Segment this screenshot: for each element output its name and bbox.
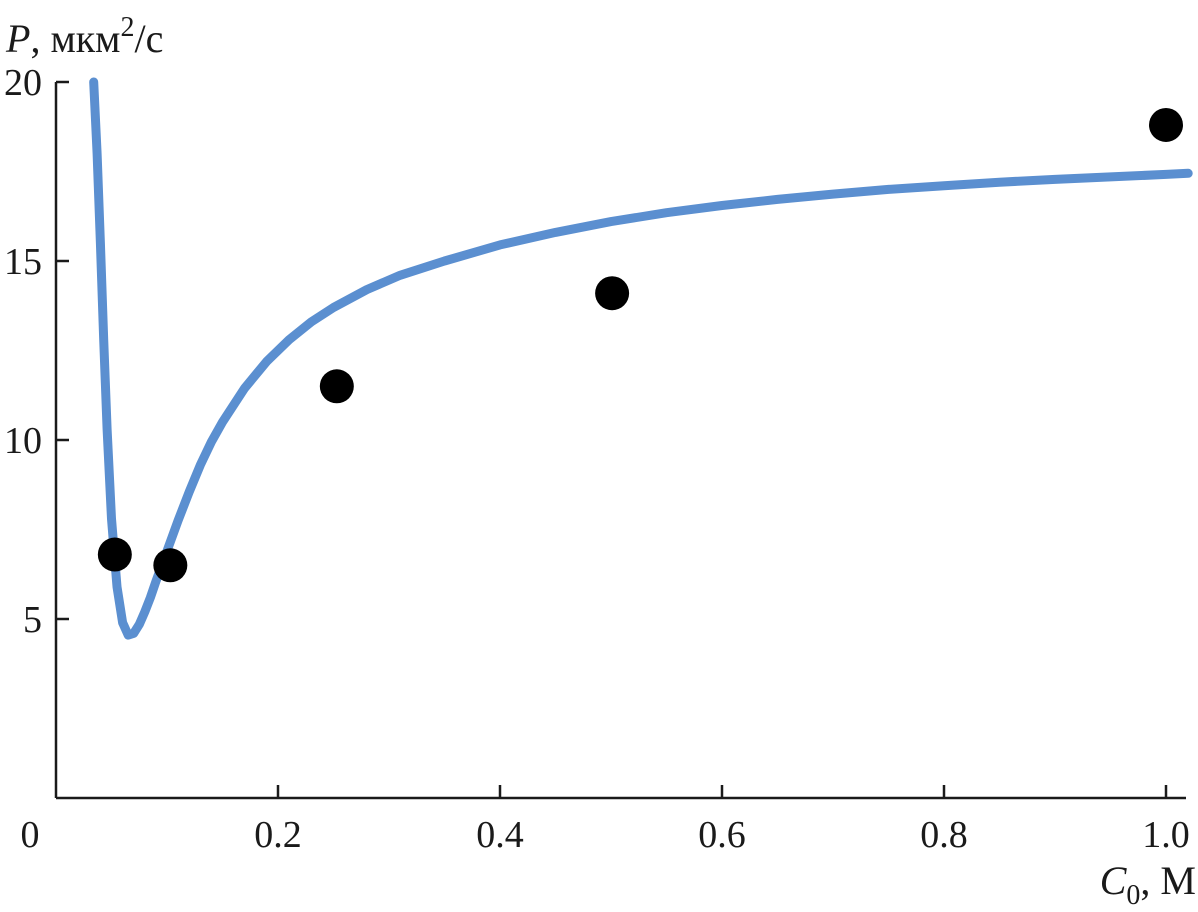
x-tick-label: 0.2	[254, 814, 302, 856]
x-axis-var-sub: 0	[1126, 880, 1140, 911]
data-point	[97, 537, 132, 572]
data-point	[595, 276, 630, 311]
x-axis-title: C0, М	[1100, 858, 1196, 911]
x-tick-label: 1.0	[1142, 814, 1190, 856]
y-tick-label: 20	[4, 62, 42, 104]
y-tick-label: 5	[23, 599, 42, 641]
x-tick-label: 0	[21, 814, 40, 856]
data-point	[319, 369, 354, 404]
x-ticks: 0 0.2 0.4 0.6 0.8 1.0	[21, 785, 1190, 856]
x-tick-label: 0.8	[920, 814, 968, 856]
y-axis-title: P, мкм2/с	[5, 12, 163, 61]
x-tick-label: 0.6	[698, 814, 746, 856]
x-axis-var: C	[1100, 858, 1128, 903]
fit-curve-line	[89, 77, 1193, 640]
data-point	[153, 548, 188, 583]
y-axis-unit-sup: 2	[121, 12, 135, 43]
y-axis-unit-post: /с	[135, 16, 164, 61]
y-axis-var: P	[5, 16, 30, 61]
x-tick-label: 0.4	[476, 814, 524, 856]
y-ticks: 5 10 15 20	[4, 62, 69, 641]
y-tick-label: 10	[4, 420, 42, 462]
data-points	[97, 107, 1183, 583]
y-axis-unit-pre: , мкм	[30, 16, 120, 61]
data-point	[1149, 107, 1183, 142]
x-axis-unit: , М	[1140, 858, 1196, 903]
y-tick-label: 15	[4, 241, 42, 283]
